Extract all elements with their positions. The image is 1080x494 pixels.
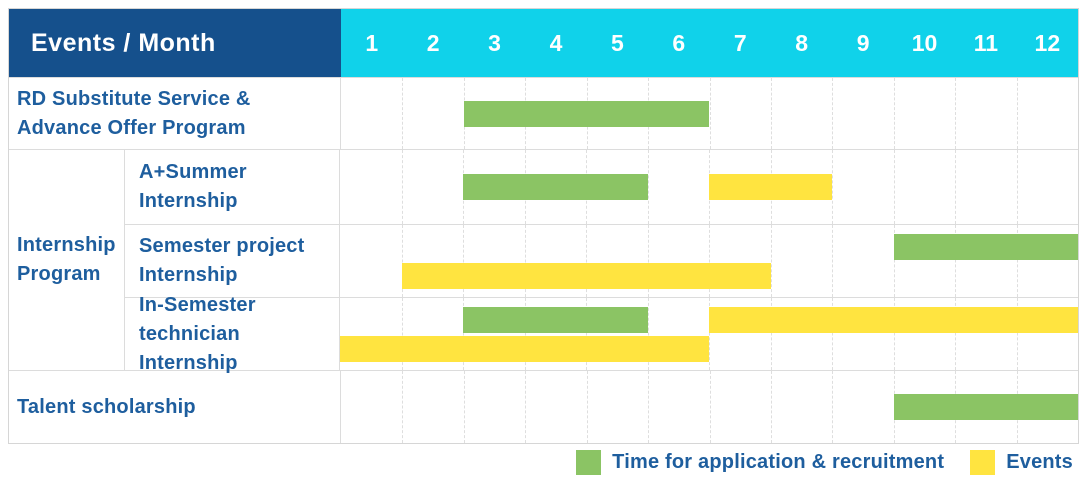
timeline-bar-line bbox=[341, 394, 1078, 420]
group-label-internship-program: Internship Program bbox=[9, 150, 125, 370]
row-label-semester-project: Semester project Internship bbox=[125, 225, 340, 297]
month-label-11: 11 bbox=[973, 29, 999, 56]
legend: Time for application & recruitment Event… bbox=[576, 450, 1073, 475]
events-bar bbox=[709, 306, 1078, 333]
internship-program-group: Internship Program A+Summer Internship S… bbox=[9, 149, 1078, 374]
events-bar bbox=[401, 262, 771, 289]
month-label-3: 3 bbox=[488, 29, 501, 56]
events-bar bbox=[340, 335, 709, 362]
timeline-bar-line bbox=[341, 100, 1078, 127]
month-label-9: 9 bbox=[856, 29, 870, 56]
timeline-in-semester-technician bbox=[340, 298, 1078, 370]
legend-label-recruitment: Time for application & recruitment bbox=[612, 451, 945, 473]
timeline-semester-project bbox=[340, 225, 1078, 297]
legend-item-recruitment: Time for application & recruitment bbox=[576, 450, 944, 475]
recruitment-bar bbox=[463, 100, 710, 127]
row-a-plus-summer: A+Summer Internship bbox=[125, 150, 1078, 224]
events-swatch-icon bbox=[970, 450, 996, 475]
timeline-bar-line bbox=[340, 306, 1078, 333]
recruitment-bar bbox=[463, 174, 648, 200]
row-label-talent-scholarship: Talent scholarship bbox=[9, 371, 341, 443]
timeline-talent-scholarship bbox=[341, 371, 1078, 443]
events-month-header-cell: Events / Month bbox=[9, 9, 341, 77]
events-bar bbox=[709, 174, 832, 200]
month-label-10: 10 bbox=[911, 29, 938, 56]
row-label-a-plus-summer: A+Summer Internship bbox=[125, 150, 340, 224]
month-header-row: 1 2 3 4 5 6 7 8 9 10 11 12 bbox=[341, 9, 1078, 77]
recruitment-bar bbox=[893, 394, 1078, 420]
internship-subrows: A+Summer Internship Semester project Int… bbox=[125, 150, 1078, 374]
month-label-6: 6 bbox=[672, 29, 686, 56]
month-label-12: 12 bbox=[1034, 29, 1061, 56]
month-label-8: 8 bbox=[795, 29, 809, 56]
row-rd-substitute: RD Substitute Service & Advance Offer Pr… bbox=[9, 77, 1078, 149]
timeline-bar-line bbox=[340, 262, 1078, 289]
row-talent-scholarship: Talent scholarship bbox=[9, 370, 1078, 443]
legend-label-events: Events bbox=[1006, 451, 1073, 473]
gantt-chart: Events / Month 1 2 3 4 5 6 7 8 9 10 11 12 RD Substi… bbox=[8, 8, 1079, 444]
events-month-header-label: Events / Month bbox=[31, 28, 216, 57]
month-label-1: 1 bbox=[365, 29, 379, 56]
header-row: Events / Month 1 2 3 4 5 6 7 8 9 10 11 12 bbox=[9, 9, 1078, 77]
recruitment-bar bbox=[893, 233, 1078, 260]
timeline-a-plus-summer bbox=[340, 150, 1078, 224]
month-label-2: 2 bbox=[426, 29, 440, 56]
row-semester-project: Semester project Internship bbox=[125, 224, 1078, 297]
row-label-in-semester-technician: In-Semester technician Internship bbox=[125, 294, 340, 374]
row-in-semester-technician: In-Semester technician Internship bbox=[125, 294, 1078, 374]
recruitment-bar bbox=[463, 306, 648, 333]
recruitment-swatch-icon bbox=[576, 450, 602, 475]
timeline-bar-line bbox=[340, 174, 1078, 200]
month-label-5: 5 bbox=[611, 29, 624, 56]
month-label-7: 7 bbox=[733, 29, 747, 56]
month-label-4: 4 bbox=[549, 29, 563, 56]
timeline-rd-substitute bbox=[341, 78, 1078, 149]
row-label-rd-substitute: RD Substitute Service & Advance Offer Pr… bbox=[9, 78, 341, 149]
timeline-bar-line bbox=[340, 233, 1078, 260]
legend-item-events: Events bbox=[970, 450, 1073, 475]
timeline-bar-line bbox=[340, 335, 1078, 362]
